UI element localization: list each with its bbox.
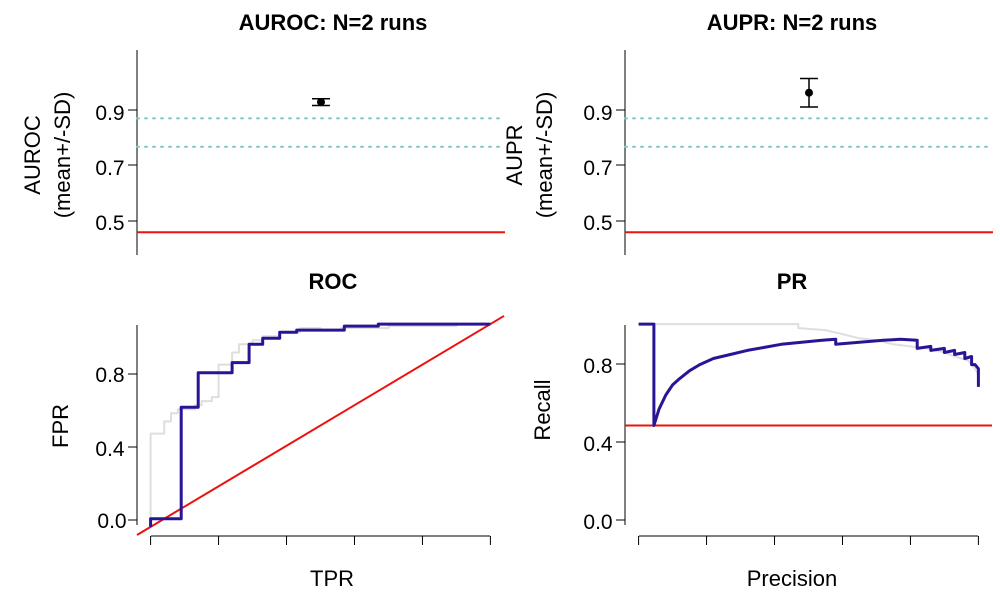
auroc-marks — [136, 97, 506, 234]
roc-ytick-label-0: 0.0 — [97, 510, 126, 533]
auroc-ytick-label-2: 0.9 — [95, 102, 124, 125]
pr-ytick-label-2: 0.8 — [583, 355, 612, 378]
auroc-ylabel-line2: (mean+/-SD) — [50, 92, 75, 219]
auroc-ytick-label-1: 0.7 — [95, 157, 124, 180]
roc-ytick-label-2: 0.8 — [95, 364, 124, 387]
aupr-marks — [624, 77, 994, 234]
roc-baseline — [136, 315, 505, 536]
roc-ytick-label-1: 0.4 — [95, 438, 125, 461]
aupr-y-ticks: 0.5 0.7 0.9 — [583, 102, 625, 235]
aupr-panel: AUPR: N=2 runs AUPR (mean+/-SD) 0.5 0.7 … — [502, 10, 994, 255]
pr-curve-secondary — [638, 323, 980, 376]
roc-marks — [136, 315, 505, 536]
pr-panel: PR Recall Precision 0.0 0.4 0.8 — [530, 269, 992, 591]
pr-y-ticks: 0.0 0.4 0.8 — [583, 355, 625, 534]
pr-curve-primary — [638, 322, 980, 427]
aupr-ytick-label-1: 0.7 — [583, 157, 612, 180]
roc-xlabel: TPR — [310, 566, 354, 591]
roc-title: ROC — [309, 269, 358, 294]
auroc-mean-point-0 — [317, 98, 325, 107]
pr-title: PR — [777, 269, 808, 294]
aupr-ytick-label-0: 0.5 — [583, 212, 612, 235]
roc-curve-primary — [149, 322, 491, 527]
roc-y-ticks: 0.0 0.4 0.8 — [95, 364, 137, 533]
pr-ytick-label-1: 0.4 — [583, 433, 613, 456]
roc-panel: ROC FPR TPR 0.0 0.4 0.8 — [48, 269, 505, 591]
pr-ylabel: Recall — [530, 379, 555, 440]
auroc-ylabel-line1: AUROC — [20, 115, 45, 195]
aupr-title: AUPR: N=2 runs — [707, 10, 878, 35]
auroc-panel: AUROC: N=2 runs AUROC (mean+/-SD) 0.5 0.… — [20, 10, 506, 255]
pr-x-ticks — [638, 536, 979, 545]
auroc-ytick-label-0: 0.5 — [95, 212, 124, 235]
aupr-ylabel-line2: (mean+/-SD) — [532, 92, 557, 219]
aupr-ytick-label-2: 0.9 — [583, 102, 612, 125]
roc-x-ticks — [150, 536, 491, 545]
pr-marks — [625, 322, 992, 427]
aupr-ylabel-line1: AUPR — [502, 124, 527, 185]
pr-ytick-label-0: 0.0 — [583, 511, 612, 534]
pr-xlabel: Precision — [747, 566, 837, 591]
roc-ylabel: FPR — [48, 404, 73, 448]
aupr-mean-point-0 — [805, 88, 813, 97]
auroc-title: AUROC: N=2 runs — [239, 10, 428, 35]
auroc-y-ticks: 0.5 0.7 0.9 — [95, 102, 137, 235]
